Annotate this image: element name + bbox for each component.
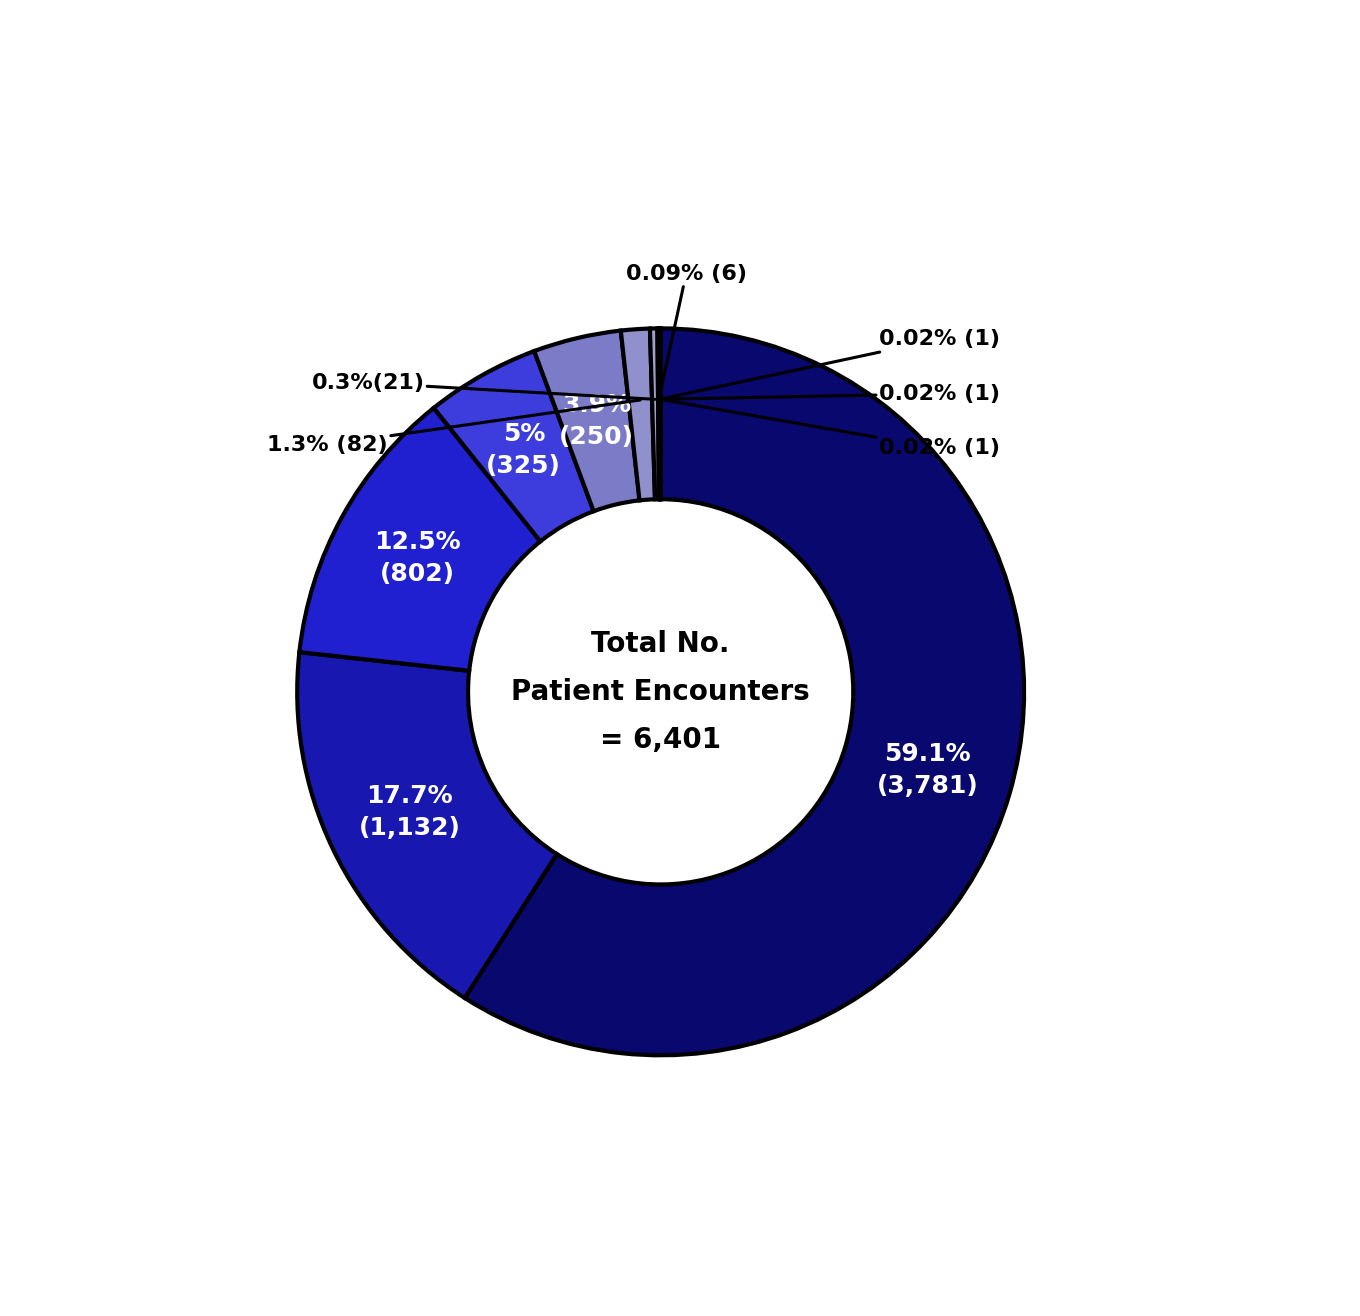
Text: 0.3%(21): 0.3%(21) bbox=[311, 372, 656, 399]
Text: 0.02% (1): 0.02% (1) bbox=[660, 329, 1000, 399]
Text: 1.3% (82): 1.3% (82) bbox=[268, 400, 641, 455]
Wedge shape bbox=[657, 329, 660, 499]
Text: 0.02% (1): 0.02% (1) bbox=[660, 384, 1000, 404]
Text: 17.7%
(1,132): 17.7% (1,132) bbox=[359, 784, 461, 840]
Text: 12.5%
(802): 12.5% (802) bbox=[374, 530, 461, 586]
Text: 0.02% (1): 0.02% (1) bbox=[661, 399, 1000, 458]
Wedge shape bbox=[620, 329, 656, 500]
Wedge shape bbox=[534, 330, 639, 511]
Text: 5%
(325): 5% (325) bbox=[487, 422, 562, 478]
Text: 0.09% (6): 0.09% (6) bbox=[626, 265, 747, 399]
Wedge shape bbox=[299, 408, 540, 671]
Wedge shape bbox=[434, 351, 594, 541]
Text: 59.1%
(3,781): 59.1% (3,781) bbox=[877, 742, 978, 797]
Text: Total No.
Patient Encounters
= 6,401: Total No. Patient Encounters = 6,401 bbox=[511, 630, 811, 754]
Wedge shape bbox=[298, 653, 556, 998]
Wedge shape bbox=[465, 329, 1024, 1055]
Wedge shape bbox=[650, 329, 660, 499]
Text: 3.9%
(250): 3.9% (250) bbox=[559, 393, 634, 449]
